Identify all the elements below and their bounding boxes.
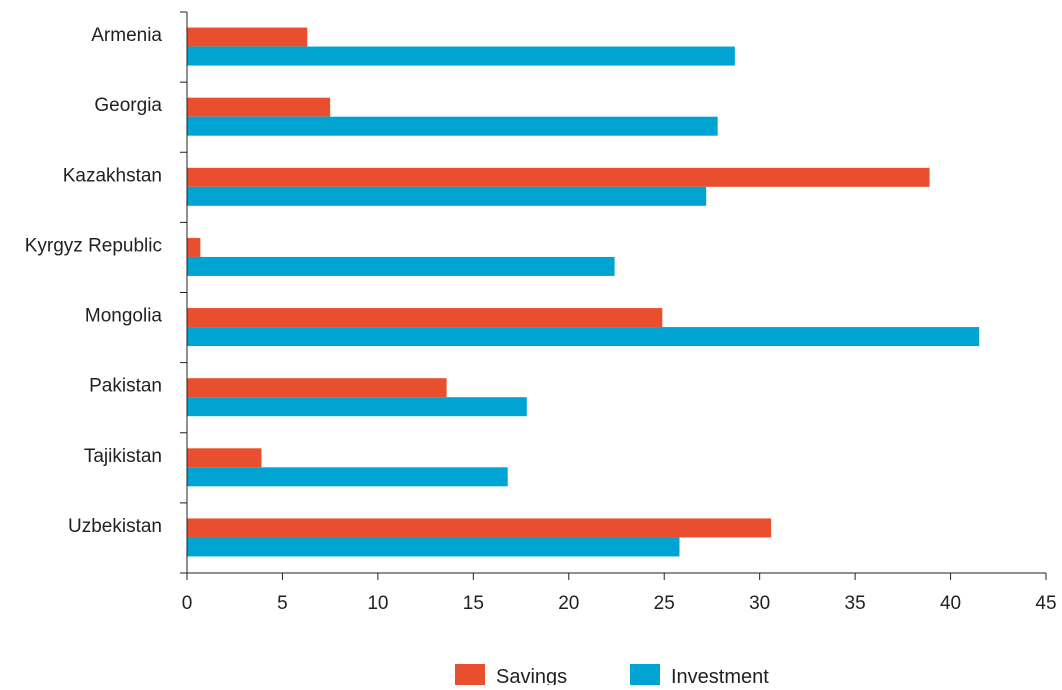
category-label: Tajikistan [84, 446, 162, 467]
x-tick-label: 5 [277, 593, 288, 614]
category-labels-layer: Armenia Georgia Kazakhstan Kyrgyz Republic M… [25, 25, 163, 537]
category-label: Georgia [94, 95, 162, 116]
legend-swatch-investment [630, 664, 660, 685]
x-tick-label: 30 [749, 593, 770, 614]
bar-savings-kyrgyz-republic [187, 237, 201, 257]
bar-investment-kazakhstan [187, 186, 707, 206]
x-tick-label: 25 [654, 593, 675, 614]
x-tick-label: 45 [1035, 593, 1056, 614]
ticks-layer: 0 5 10 15 20 25 30 35 40 45 [180, 11, 1057, 614]
category-label: Mongolia [85, 306, 163, 327]
category-label: Armenia [91, 25, 162, 46]
x-tick-label: 35 [845, 593, 866, 614]
legend: Savings Investment [455, 664, 769, 688]
x-tick-label: 0 [182, 593, 193, 614]
bar-savings-tajikistan [187, 448, 262, 468]
bar-savings-pakistan [187, 378, 447, 398]
bar-investment-tajikistan [187, 467, 508, 487]
x-tick-label: 15 [463, 593, 484, 614]
bar-investment-mongolia [187, 327, 980, 347]
category-label: Kazakhstan [63, 165, 162, 186]
bar-savings-mongolia [187, 308, 663, 328]
legend-label-savings: Savings [496, 666, 567, 685]
category-label: Uzbekistan [68, 516, 162, 537]
legend-swatch-savings [455, 664, 485, 685]
bar-investment-uzbekistan [187, 537, 680, 557]
bar-investment-kyrgyz-republic [187, 256, 615, 276]
bar-investment-armenia [187, 46, 735, 66]
category-label: Pakistan [89, 376, 162, 397]
bar-savings-uzbekistan [187, 518, 772, 538]
x-tick-label: 20 [558, 593, 579, 614]
bars-layer [187, 27, 980, 557]
bar-savings-kazakhstan [187, 167, 930, 187]
legend-label-investment: Investment [671, 666, 769, 685]
bar-savings-georgia [187, 97, 331, 117]
x-tick-label: 10 [367, 593, 388, 614]
x-tick-label: 40 [940, 593, 961, 614]
category-label: Kyrgyz Republic [25, 235, 162, 256]
bar-savings-armenia [187, 27, 308, 47]
axes-layer [186, 12, 1046, 574]
bar-investment-pakistan [187, 397, 527, 417]
bar-investment-georgia [187, 116, 718, 136]
